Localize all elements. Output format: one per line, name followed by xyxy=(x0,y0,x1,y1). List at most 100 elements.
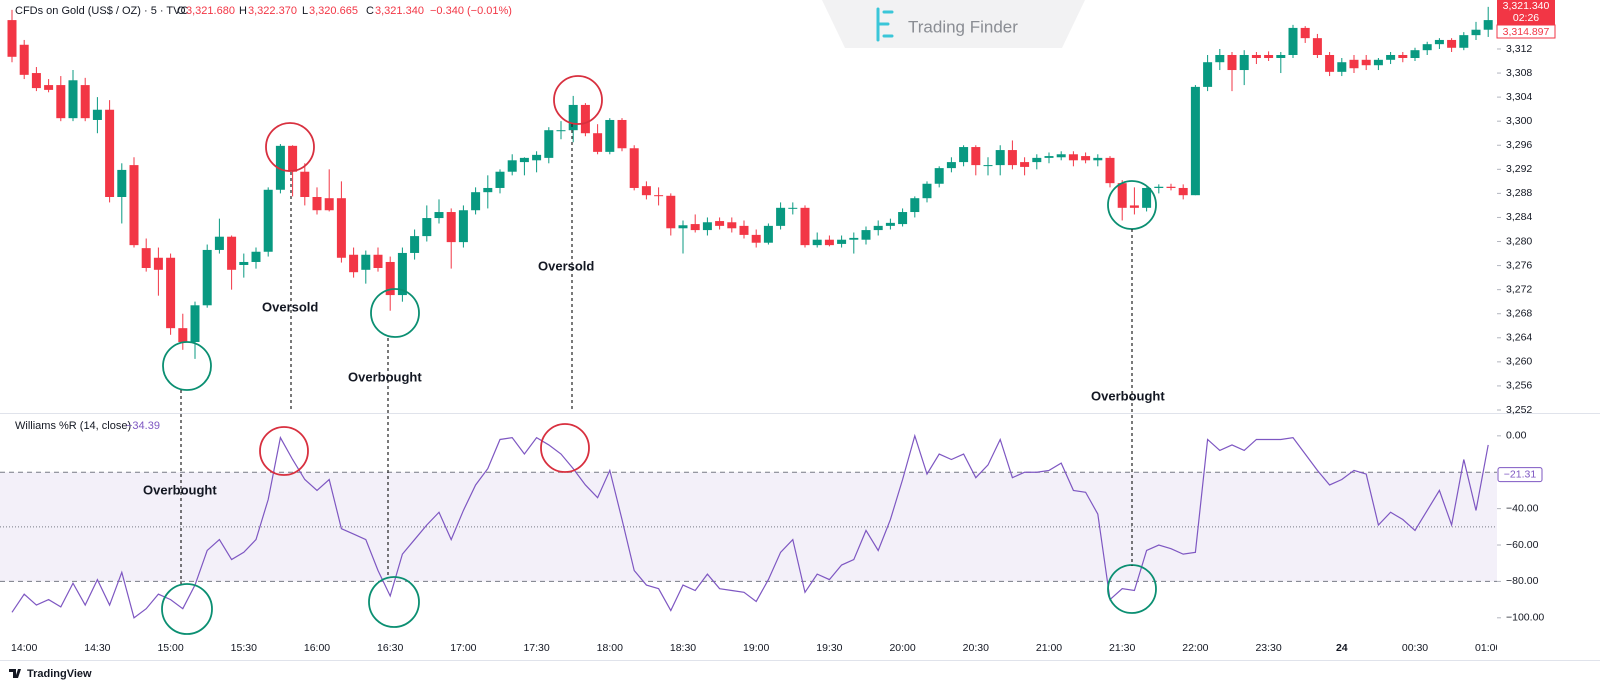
candle-body xyxy=(349,254,359,273)
candle-body xyxy=(1422,44,1432,51)
y-tick-label: 3,252 xyxy=(1506,404,1532,416)
annotation-label: Overbought xyxy=(348,369,422,384)
candle-body xyxy=(800,207,810,246)
candle-body xyxy=(898,212,908,225)
candle-body xyxy=(1276,54,1286,59)
y-tick-label: 3,268 xyxy=(1506,308,1532,320)
x-tick-label: 22:00 xyxy=(1182,642,1208,654)
last-value-tag xyxy=(1497,467,1543,483)
candle-body xyxy=(31,73,41,89)
candle-body xyxy=(44,85,54,90)
candle-body xyxy=(1190,86,1200,196)
candle-body xyxy=(934,168,944,184)
candle-body xyxy=(361,254,371,270)
y-tick-label: 3,296 xyxy=(1506,139,1532,151)
y-tick-label: 3,308 xyxy=(1506,67,1532,79)
y-tick-label: 3,304 xyxy=(1506,91,1532,103)
candle-body xyxy=(812,239,822,246)
candle-body xyxy=(1117,183,1127,208)
x-tick-label: 19:30 xyxy=(816,642,842,654)
ohlc-key: L xyxy=(302,5,308,17)
candle-body xyxy=(129,165,139,246)
candle-body xyxy=(1142,187,1152,208)
candle-body xyxy=(1215,54,1225,63)
candle-body xyxy=(629,148,639,188)
candle-body xyxy=(166,257,176,329)
candle-body xyxy=(373,254,383,268)
candle-body xyxy=(605,119,615,152)
candle-body xyxy=(568,104,578,131)
candle-body xyxy=(788,207,798,209)
candle-body xyxy=(1288,27,1298,55)
candle-body xyxy=(532,154,542,161)
x-tick-label: 01:00 xyxy=(1475,642,1501,654)
candle-body xyxy=(1447,39,1457,48)
indicator-value: −34.39 xyxy=(126,420,160,432)
candle-body xyxy=(922,183,932,199)
watermark-logo xyxy=(876,7,894,42)
annotation-circle xyxy=(161,583,213,635)
price-tag-bg xyxy=(1497,0,1555,25)
candle-body xyxy=(617,119,627,149)
candle-body xyxy=(434,212,444,219)
candle-body xyxy=(678,225,688,229)
candle-body xyxy=(495,171,505,188)
candle-body xyxy=(666,195,676,229)
price-tag-bg xyxy=(1496,24,1556,39)
candle-body xyxy=(1398,54,1408,59)
candle-body xyxy=(654,195,664,197)
x-tick-label: 19:00 xyxy=(743,642,769,654)
candle-body xyxy=(227,236,237,270)
candle-body xyxy=(1105,157,1115,184)
candle-body xyxy=(483,187,493,193)
candle-body xyxy=(971,147,981,166)
ohlc-value: 3,321.680 xyxy=(186,5,235,17)
candle-body xyxy=(727,222,737,229)
candle-body xyxy=(641,186,651,196)
annotation-label: Overbought xyxy=(1091,388,1165,403)
y-tick-label: 3,264 xyxy=(1506,332,1532,344)
candle-body xyxy=(1239,54,1249,71)
candle-body xyxy=(239,261,249,265)
x-tick-label: 00:30 xyxy=(1402,642,1428,654)
annotation-circle xyxy=(162,341,212,391)
y-tick-label: −60.00 xyxy=(1506,539,1539,551)
candle-body xyxy=(397,252,407,296)
candle-body xyxy=(1312,38,1322,55)
watermark-text: Trading Finder xyxy=(908,17,1018,36)
candle-body xyxy=(336,198,346,258)
change: −0.340 (−0.01%) xyxy=(430,5,512,17)
candle-body xyxy=(202,249,212,306)
candle-body xyxy=(824,239,834,246)
annotation-label: Oversold xyxy=(262,299,318,314)
candle-body xyxy=(776,207,786,226)
y-tick-label: 3,292 xyxy=(1506,163,1532,175)
candle-body xyxy=(178,328,188,343)
candle-body xyxy=(1251,54,1261,59)
x-tick-label: 14:00 xyxy=(11,642,37,654)
candle-body xyxy=(1203,62,1213,87)
x-tick-label: 21:30 xyxy=(1109,642,1135,654)
candle-body xyxy=(861,230,871,240)
x-tick-label: 24 xyxy=(1336,642,1348,654)
candle-body xyxy=(1300,27,1310,39)
candle-body xyxy=(1007,150,1017,166)
x-tick-label: 15:30 xyxy=(231,642,257,654)
candle-body xyxy=(68,80,78,119)
indicator-title: Williams %R (14, close) xyxy=(15,420,131,432)
candle-body xyxy=(1264,54,1274,59)
y-tick-label: 3,284 xyxy=(1506,211,1532,223)
y-tick-label: 3,288 xyxy=(1506,187,1532,199)
x-tick-label: 20:30 xyxy=(963,642,989,654)
candle-body xyxy=(1227,54,1237,71)
annotation-label: Oversold xyxy=(538,258,594,273)
candle-body xyxy=(19,44,29,75)
y-tick-label: 3,300 xyxy=(1506,115,1532,127)
ohlc-key: C xyxy=(366,5,374,17)
candle-body xyxy=(471,192,481,211)
candle-body xyxy=(105,109,115,197)
williams-r-line xyxy=(11,433,1489,619)
x-tick-label: 15:00 xyxy=(157,642,183,654)
candle-body xyxy=(153,257,163,270)
